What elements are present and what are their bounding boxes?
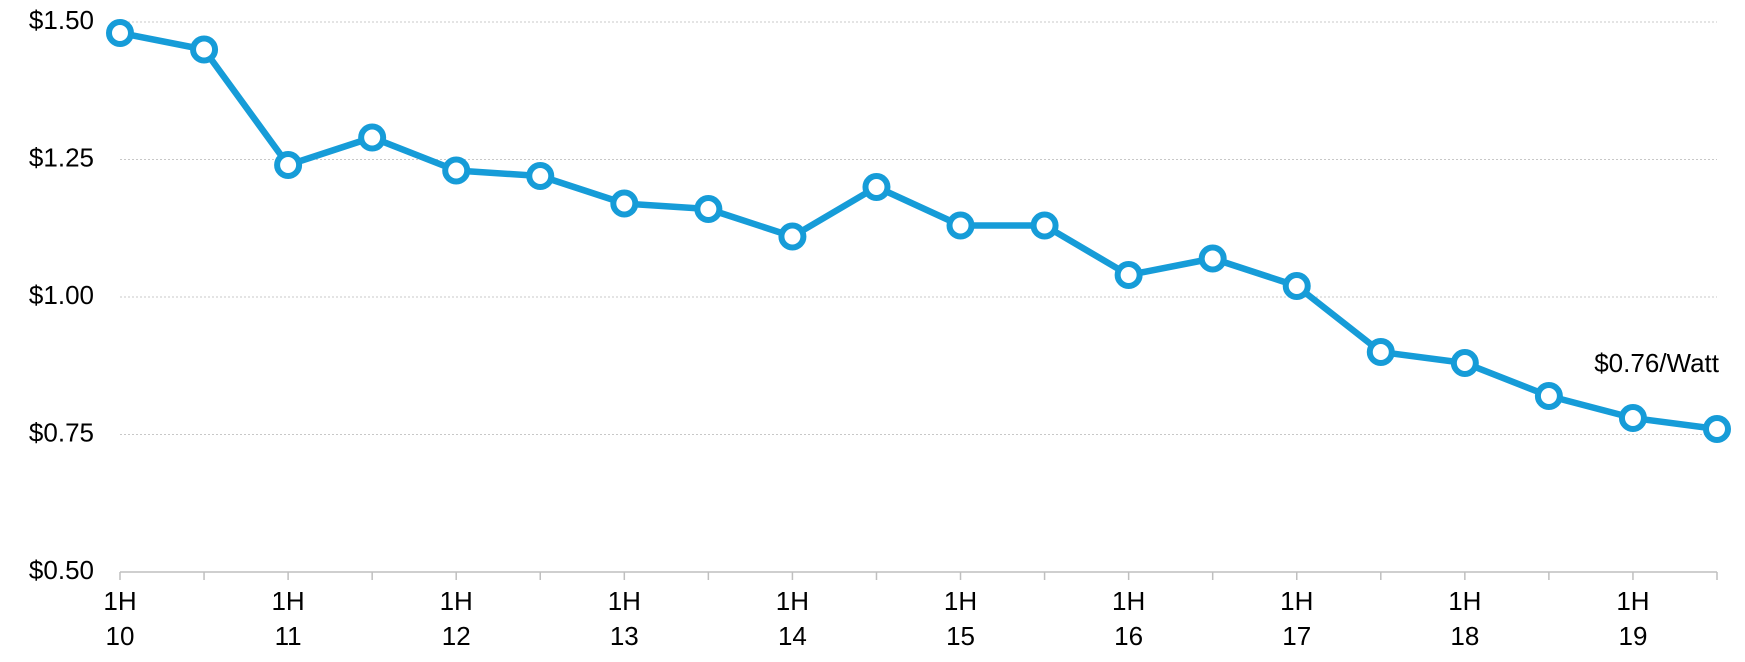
x-tick-label: 1H 17 [1280,586,1313,651]
y-tick-label: $1.50 [29,5,94,35]
marker [946,211,975,240]
marker [442,156,471,185]
marker [1450,349,1479,377]
marker [1114,261,1143,289]
x-tick-label: 1H 15 [944,586,977,651]
marker [274,151,303,179]
marker [1198,244,1227,273]
marker [1366,338,1395,366]
x-tick-label: 1H 19 [1616,586,1649,651]
marker [1282,272,1311,300]
y-tick-label: $0.75 [29,417,94,447]
marker [610,189,639,218]
marker [526,162,555,190]
marker [694,195,723,223]
x-tick-label: 1H 12 [440,586,473,651]
marker [1534,382,1563,410]
x-tick-label: 1H 18 [1448,586,1481,651]
marker [190,35,219,64]
line [119,29,1718,433]
annotation: $0.76/Watt [1594,348,1720,378]
marker [358,123,387,152]
marker [1030,211,1059,240]
y-tick-label: $0.50 [29,555,94,585]
marker [1618,404,1647,432]
x-tick-label: 1H 14 [776,586,809,651]
marker [106,19,134,47]
marker [862,173,891,201]
x-tick-label: 1H 10 [103,586,136,651]
x-tick-label: 1H 11 [271,586,304,651]
y-tick-label: $1.25 [29,142,94,172]
marker [778,222,807,251]
y-tick-label: $1.00 [29,280,94,310]
x-tick-label: 1H 16 [1112,586,1145,651]
marker [1703,415,1731,443]
x-tick-label: 1H 13 [608,586,641,651]
